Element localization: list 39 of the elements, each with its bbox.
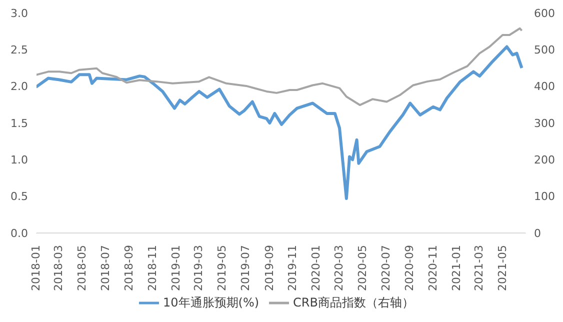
y-tick-label: 0.5 bbox=[10, 190, 28, 204]
x-tick-label: 2021-05 bbox=[496, 245, 510, 291]
y2-tick-label: 100 bbox=[534, 190, 555, 204]
y2-tick-label: 500 bbox=[534, 44, 555, 57]
y-tick-label: 1.0 bbox=[10, 154, 28, 167]
y2-tick-label: 300 bbox=[534, 116, 555, 130]
line-series bbox=[36, 45, 524, 200]
y-tick-label: 2.0 bbox=[10, 80, 28, 94]
x-tick-label: 2020-03 bbox=[332, 245, 346, 291]
x-tick-label: 2021-01 bbox=[450, 245, 464, 291]
y2-tick-label: 400 bbox=[534, 80, 555, 94]
x-tick-label: 2019-11 bbox=[286, 245, 300, 291]
x-tick-label: 2020-09 bbox=[403, 245, 416, 291]
x-tick-label: 2018-11 bbox=[146, 245, 160, 291]
line-series bbox=[36, 27, 523, 106]
x-tick-label: 2018-03 bbox=[52, 245, 66, 291]
legend-label: 10年通胀预期(%) bbox=[163, 295, 260, 310]
y-tick-label: 0.0 bbox=[10, 226, 28, 240]
x-tick-label: 2020-07 bbox=[379, 245, 392, 291]
x-tick-label: 2019-07 bbox=[239, 245, 252, 291]
x-tick-label: 2019-03 bbox=[192, 245, 206, 291]
y2-tick-label: 0 bbox=[534, 226, 541, 240]
x-tick-label: 2019-09 bbox=[262, 245, 276, 291]
y-tick-label: 3.0 bbox=[10, 6, 28, 20]
x-tick-label: 2018-05 bbox=[76, 245, 89, 291]
y-tick-label: 2.5 bbox=[10, 44, 28, 57]
legend-label: CRB商品指数（右轴） bbox=[293, 295, 414, 310]
y2-tick-label: 600 bbox=[534, 6, 555, 20]
x-tick-label: 2021-03 bbox=[472, 245, 486, 291]
x-tick-label: 2020-01 bbox=[310, 245, 323, 291]
x-tick-label: 2019-01 bbox=[170, 245, 183, 291]
x-tick-label: 2018-07 bbox=[98, 245, 112, 291]
x-tick-label: 2020-05 bbox=[356, 245, 370, 291]
y2-tick-label: 200 bbox=[534, 154, 555, 167]
x-tick-label: 2018-09 bbox=[122, 245, 136, 291]
x-tick-label: 2018-01 bbox=[30, 245, 42, 291]
y-tick-label: 1.5 bbox=[10, 116, 28, 130]
x-tick-label: 2020-11 bbox=[426, 245, 440, 291]
x-tick-label: 2019-05 bbox=[216, 245, 229, 291]
